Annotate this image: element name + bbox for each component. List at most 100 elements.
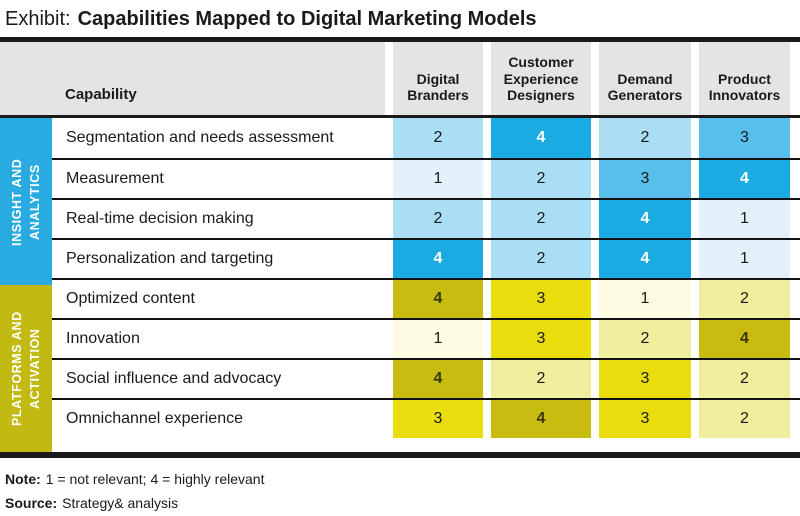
column-gap xyxy=(385,118,393,158)
column-gap xyxy=(385,42,393,115)
right-margin xyxy=(790,400,800,438)
column-gap xyxy=(591,42,599,115)
column-gap xyxy=(385,280,393,318)
right-margin xyxy=(790,160,800,198)
table-row: Segmentation and needs assessment 2 4 2 3 xyxy=(52,118,800,158)
value-cell: 3 xyxy=(599,400,691,438)
value-cell: 1 xyxy=(393,320,483,358)
column-gap xyxy=(385,160,393,198)
column-gap xyxy=(483,200,491,238)
top-rule xyxy=(0,37,800,42)
column-gap xyxy=(591,160,599,198)
column-gap xyxy=(483,360,491,398)
capability-label: Innovation xyxy=(52,320,385,358)
capability-label: Measurement xyxy=(52,160,385,198)
table-row: Measurement 1 2 3 4 xyxy=(52,158,800,198)
right-margin xyxy=(790,360,800,398)
value-cell: 3 xyxy=(599,360,691,398)
value-cell: 4 xyxy=(393,280,483,318)
column-gap xyxy=(483,280,491,318)
table-row: Real-time decision making 2 2 4 1 xyxy=(52,198,800,238)
column-gap xyxy=(483,240,491,278)
group-label-platforms-and-activation: PLATFORMS AND ACTIVATION xyxy=(9,311,42,426)
column-gap xyxy=(691,400,699,438)
source-line: Source: Strategy& analysis xyxy=(5,492,800,516)
bottom-rule xyxy=(0,452,800,458)
right-margin xyxy=(790,280,800,318)
column-gap xyxy=(483,400,491,438)
capability-label: Personalization and targeting xyxy=(52,240,385,278)
table-row: Personalization and targeting 4 2 4 1 xyxy=(52,238,800,278)
page-title: Capabilities Mapped to Digital Marketing… xyxy=(77,8,537,30)
column-header-customer-experience-designers: Customer Experience Designers xyxy=(491,42,591,115)
column-header-demand-generators: Demand Generators xyxy=(599,42,691,115)
value-cell: 3 xyxy=(393,400,483,438)
capability-label: Optimized content xyxy=(52,280,385,318)
value-cell: 2 xyxy=(393,200,483,238)
value-cell: 2 xyxy=(491,240,591,278)
value-cell: 2 xyxy=(599,320,691,358)
value-cell: 1 xyxy=(599,280,691,318)
note-text: 1 = not relevant; 4 = highly relevant xyxy=(45,471,265,487)
group-insight-and-analytics: INSIGHT AND ANALYTICS xyxy=(0,118,52,285)
table-row: Omnichannel experience 3 4 3 2 xyxy=(52,398,800,438)
table-row: Optimized content 4 3 1 2 xyxy=(52,278,800,318)
value-cell: 2 xyxy=(699,400,790,438)
right-margin xyxy=(790,200,800,238)
value-cell: 3 xyxy=(599,160,691,198)
value-cell: 2 xyxy=(491,360,591,398)
note-label: Note: xyxy=(5,471,41,487)
column-gap xyxy=(591,320,599,358)
table-row: Social influence and advocacy 4 2 3 2 xyxy=(52,358,800,398)
column-gap xyxy=(691,320,699,358)
column-gap xyxy=(691,280,699,318)
value-cell: 3 xyxy=(491,320,591,358)
capability-column-header: Capability xyxy=(0,42,385,115)
column-gap xyxy=(385,320,393,358)
right-margin xyxy=(790,320,800,358)
right-margin xyxy=(790,42,800,115)
value-cell: 2 xyxy=(699,360,790,398)
column-gap xyxy=(483,118,491,158)
capability-label: Omnichannel experience xyxy=(52,400,385,438)
column-gap xyxy=(691,42,699,115)
table-header-row: Capability Digital Branders Customer Exp… xyxy=(0,42,800,118)
capability-label: Segmentation and needs assessment xyxy=(52,118,385,158)
value-cell: 2 xyxy=(699,280,790,318)
group-label-insight-and-analytics: INSIGHT AND ANALYTICS xyxy=(9,157,42,246)
exhibit-title: Exhibit: Capabilities Mapped to Digital … xyxy=(0,0,800,37)
value-cell: 4 xyxy=(699,160,790,198)
value-cell: 4 xyxy=(599,240,691,278)
column-gap xyxy=(591,360,599,398)
column-gap xyxy=(385,400,393,438)
capability-label: Real-time decision making xyxy=(52,200,385,238)
column-gap xyxy=(385,240,393,278)
column-header-product-innovators: Product Innovators xyxy=(699,42,790,115)
group-platforms-and-activation: PLATFORMS AND ACTIVATION xyxy=(0,285,52,452)
column-gap xyxy=(483,160,491,198)
column-gap xyxy=(691,200,699,238)
column-gap xyxy=(591,280,599,318)
value-cell: 2 xyxy=(491,160,591,198)
column-gap xyxy=(591,200,599,238)
capability-label: Social influence and advocacy xyxy=(52,360,385,398)
value-cell: 1 xyxy=(699,240,790,278)
column-gap xyxy=(591,400,599,438)
right-margin xyxy=(790,240,800,278)
value-cell: 2 xyxy=(393,118,483,158)
source-text: Strategy& analysis xyxy=(62,494,179,511)
column-gap xyxy=(691,160,699,198)
value-cell: 4 xyxy=(599,200,691,238)
title-prefix: Exhibit: xyxy=(5,8,71,30)
table-row: Innovation 1 3 2 4 xyxy=(52,318,800,358)
column-gap xyxy=(591,240,599,278)
column-gap xyxy=(691,118,699,158)
table-rows: Segmentation and needs assessment 2 4 2 3 Mea… xyxy=(52,118,800,452)
right-margin xyxy=(790,118,800,158)
value-cell: 3 xyxy=(699,118,790,158)
table-body: INSIGHT AND ANALYTICS PLATFORMS AND ACTI… xyxy=(0,118,800,452)
column-header-digital-branders: Digital Branders xyxy=(393,42,483,115)
column-gap xyxy=(591,118,599,158)
value-cell: 4 xyxy=(393,240,483,278)
value-cell: 2 xyxy=(491,200,591,238)
